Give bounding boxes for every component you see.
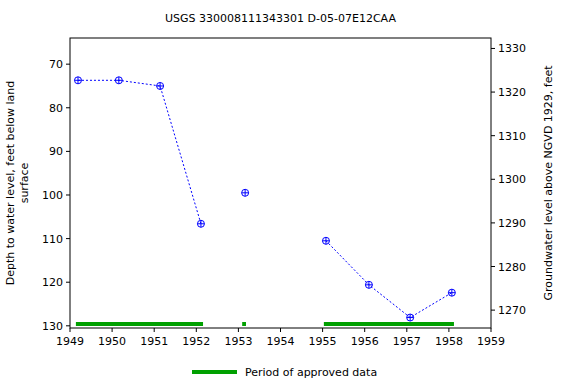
y2-tick-label: 1300 [498,173,526,186]
y-tick-label: 70 [49,58,63,71]
x-tick-label: 1949 [56,335,84,348]
x-tick-label: 1953 [224,335,252,348]
marker-cross [448,289,455,296]
data-point [407,314,414,321]
x-tick-label: 1952 [182,335,210,348]
marker-circle [407,314,414,321]
y2-tick [491,179,495,180]
x-tick [196,328,197,332]
y-tick-label: 80 [49,102,63,115]
y2-tick-label: 1330 [498,42,526,55]
y-tick [66,238,70,239]
data-point [197,220,204,227]
x-tick-label: 1954 [267,335,295,348]
marker-cross [157,82,164,89]
y2-tick [491,92,495,93]
x-tick [112,328,113,332]
y-tick [66,325,70,326]
marker-circle [74,77,81,84]
x-tick-label: 1958 [435,335,463,348]
y-tick [66,107,70,108]
approved-period [324,322,454,326]
y2-tick-label: 1290 [498,217,526,230]
x-tick-label: 1950 [98,335,126,348]
y2-tick-label: 1320 [498,86,526,99]
data-point [242,189,249,196]
y-tick-label: 100 [42,189,63,202]
x-tick-label: 1955 [309,335,337,348]
y-tick [66,282,70,283]
approved-period [242,322,246,326]
x-tick [238,328,239,332]
y-axis-label: surface [18,162,31,203]
marker-cross [197,220,204,227]
marker-cross [115,77,122,84]
marker-circle [365,281,372,288]
x-tick-label: 1957 [393,335,421,348]
x-tick-label: 1951 [140,335,168,348]
x-tick [406,328,407,332]
y-tick [66,64,70,65]
y2-tick [491,266,495,267]
data-point [448,289,455,296]
x-tick-label: 1956 [351,335,379,348]
y-tick-label: 110 [42,233,63,246]
y2-tick-label: 1310 [498,130,526,143]
x-tick [364,328,365,332]
y-tick-label: 90 [49,145,63,158]
marker-cross [74,77,81,84]
data-point [115,77,122,84]
marker-circle [157,82,164,89]
marker-circle [322,237,329,244]
chart-container: USGS 330008111343301 D-05-07E12CAA 1949 19… [0,0,576,384]
y2-axis-label: Groundwater level above NGVD 1929, feet [542,65,555,301]
marker-cross [365,281,372,288]
y-tick [66,194,70,195]
marker-circle [197,220,204,227]
y-tick-label: 120 [42,276,63,289]
x-tick [70,328,71,332]
data-point [157,82,164,89]
x-tick [491,328,492,332]
marker-cross [242,189,249,196]
y2-tick-label: 1270 [498,304,526,317]
marker-cross [407,314,414,321]
series-line [78,80,452,317]
y2-tick-label: 1280 [498,261,526,274]
title: USGS 330008111343301 D-05-07E12CAA [165,12,396,25]
y-axis-label: Depth to water level, feet below land [4,81,17,286]
data-point [74,77,81,84]
marker-circle [115,77,122,84]
chart-svg: USGS 330008111343301 D-05-07E12CAA 1949 19… [0,0,576,384]
marker-circle [448,289,455,296]
x-tick [154,328,155,332]
y2-tick [491,310,495,311]
legend-label: Period of approved data [245,366,377,379]
x-tick [280,328,281,332]
plot-area [74,77,455,326]
data-point [365,281,372,288]
data-point [322,237,329,244]
y2-tick [491,135,495,136]
x-tick [322,328,323,332]
marker-circle [242,189,249,196]
approved-period [76,322,203,326]
plot-frame [70,38,491,328]
y-tick [66,151,70,152]
legend-swatch [192,370,237,374]
marker-cross [322,237,329,244]
y2-tick [491,222,495,223]
x-tick [448,328,449,332]
y2-tick [491,48,495,49]
y-tick-label: 130 [42,320,63,333]
x-tick-label: 1959 [477,335,505,348]
